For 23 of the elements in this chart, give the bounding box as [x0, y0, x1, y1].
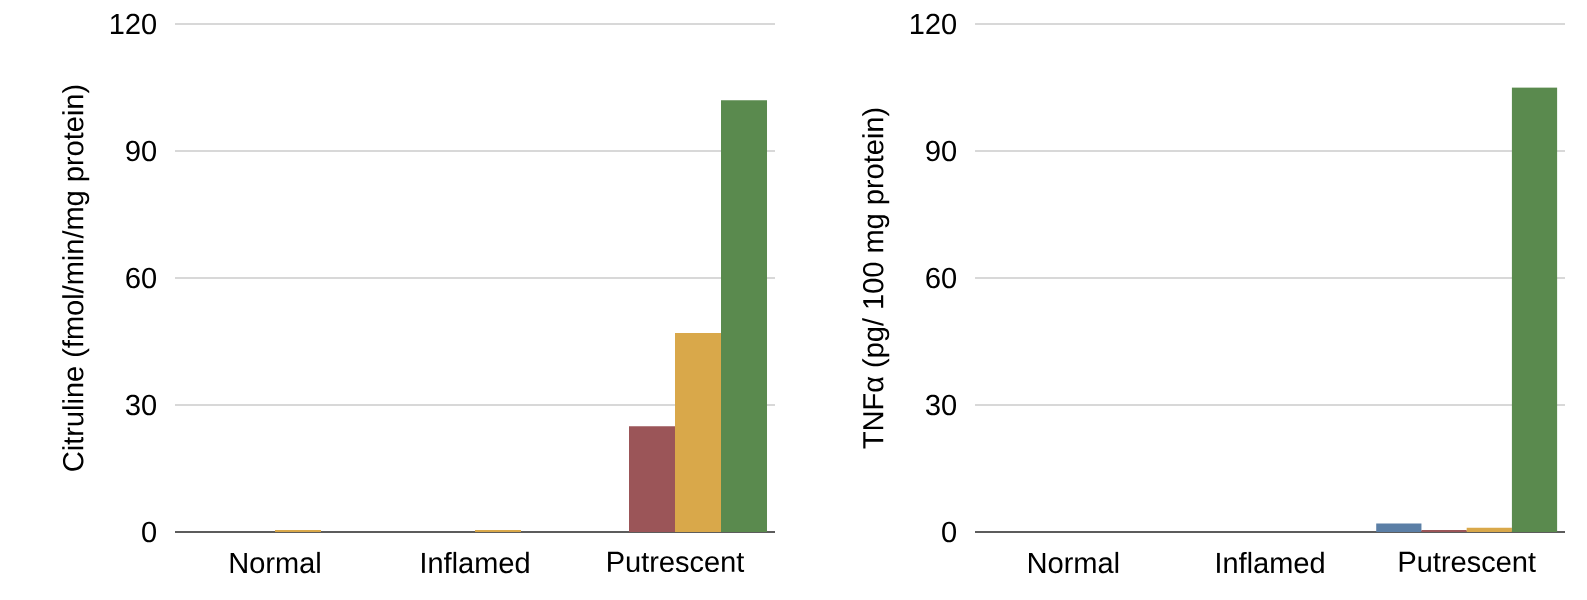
y-tick-label: 60 [926, 267, 957, 289]
y-axis-title: TNFα (pg/ 100 mg protein) [862, 108, 890, 449]
y-tick-label: 60 [126, 267, 156, 289]
x-tick-label: Putrescent [1399, 551, 1536, 573]
x-tick-label: Inflamed [1217, 551, 1324, 574]
x-tick-label: Putrescent [608, 551, 745, 573]
y-tick-label: 30 [925, 394, 957, 416]
x-tick-label: Inflamed [422, 551, 529, 574]
x-tick-label: Normal [1029, 551, 1119, 574]
bar [721, 100, 768, 532]
y-tick-label: 30 [125, 394, 156, 416]
y-axis-title: Citruline (fmol/min/mg protein) [62, 85, 90, 471]
x-tick-label: Normal [230, 551, 320, 574]
y-tick-label: 120 [110, 13, 156, 35]
y-tick-label: 120 [910, 13, 956, 35]
y-tick-label: 90 [926, 140, 957, 162]
bar [629, 426, 676, 532]
bar [675, 333, 722, 532]
y-tick-label: 90 [126, 140, 156, 162]
bar [475, 529, 522, 532]
bar [275, 529, 322, 532]
y-tick-label: 0 [942, 521, 957, 543]
y-tick-label: 0 [142, 521, 156, 543]
